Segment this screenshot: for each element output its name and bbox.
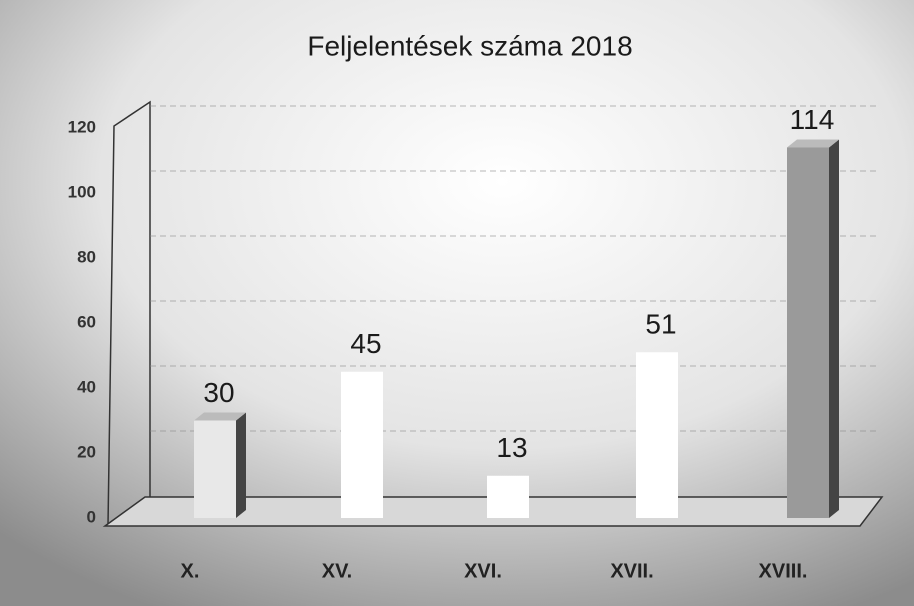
bar-side	[236, 412, 246, 518]
bar	[194, 420, 236, 518]
bar	[341, 371, 383, 518]
bar-top	[194, 412, 246, 421]
x-tick-label: XVII.	[610, 560, 653, 582]
bar	[787, 147, 829, 518]
value-label: 45	[350, 328, 381, 359]
value-label: 30	[203, 377, 234, 408]
value-label: 114	[790, 104, 835, 135]
bar-side	[829, 139, 839, 518]
y-tick-label: 40	[77, 377, 96, 396]
y-tick-label: 20	[77, 442, 96, 461]
x-tick-label: X.	[181, 560, 200, 582]
value-label: 51	[645, 309, 676, 340]
y-tick-label: 80	[77, 247, 96, 266]
y-tick-label: 120	[68, 117, 96, 136]
x-tick-label: XVIII.	[759, 560, 808, 582]
chart-title: Feljelentések száma 2018	[307, 30, 632, 61]
y-tick-label: 0	[87, 507, 96, 526]
y-tick-label: 60	[77, 312, 96, 331]
bar-top	[787, 139, 839, 148]
y-tick-label: 100	[68, 182, 96, 201]
x-tick-label: XVI.	[464, 560, 502, 582]
x-tick-label: XV.	[322, 560, 352, 582]
bar	[636, 352, 678, 518]
value-label: 13	[496, 432, 527, 463]
bar	[487, 475, 529, 518]
